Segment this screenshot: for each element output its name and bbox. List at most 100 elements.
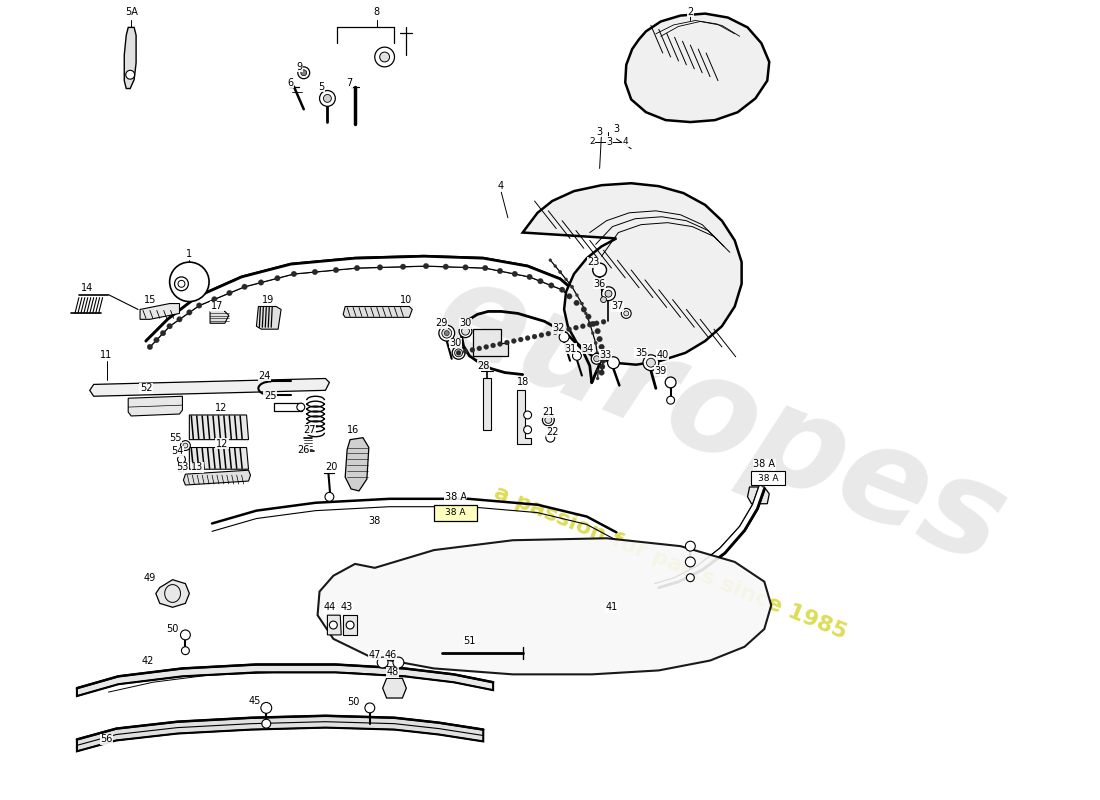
Text: 2: 2 <box>688 6 693 17</box>
Circle shape <box>298 67 310 78</box>
Text: 51: 51 <box>463 636 475 646</box>
Text: 1: 1 <box>186 250 192 259</box>
Circle shape <box>377 657 388 668</box>
Circle shape <box>532 334 537 339</box>
Text: 14: 14 <box>80 282 92 293</box>
Text: 23: 23 <box>587 257 600 267</box>
Circle shape <box>596 369 600 372</box>
Text: 3: 3 <box>606 137 613 147</box>
Text: 7: 7 <box>346 78 352 88</box>
Text: 49: 49 <box>144 573 156 582</box>
Circle shape <box>365 703 375 713</box>
Circle shape <box>147 344 153 350</box>
Circle shape <box>581 306 586 312</box>
Text: 45: 45 <box>249 696 261 706</box>
Circle shape <box>597 336 603 342</box>
Circle shape <box>524 411 531 419</box>
Circle shape <box>581 302 583 305</box>
Circle shape <box>575 294 579 297</box>
Circle shape <box>258 280 264 286</box>
Circle shape <box>512 338 516 343</box>
Text: 5: 5 <box>318 82 324 91</box>
Circle shape <box>463 349 467 354</box>
Circle shape <box>375 47 395 67</box>
Text: 6: 6 <box>288 78 294 88</box>
Polygon shape <box>210 311 229 323</box>
Circle shape <box>319 90 336 106</box>
Polygon shape <box>473 329 508 356</box>
Text: 40: 40 <box>657 350 669 360</box>
Circle shape <box>594 342 597 345</box>
Circle shape <box>470 347 475 352</box>
Circle shape <box>539 333 543 338</box>
Circle shape <box>598 344 604 350</box>
Text: 16: 16 <box>346 425 360 434</box>
Text: 50: 50 <box>346 697 360 707</box>
Circle shape <box>187 310 192 315</box>
Text: a passion for parts since 1985: a passion for parts since 1985 <box>492 482 850 643</box>
Circle shape <box>594 321 600 326</box>
Bar <box>433 505 477 521</box>
Circle shape <box>292 271 297 277</box>
Circle shape <box>177 455 186 463</box>
Circle shape <box>424 263 429 269</box>
Text: 38: 38 <box>368 515 381 526</box>
Circle shape <box>454 349 462 357</box>
Circle shape <box>524 426 531 434</box>
Circle shape <box>621 309 631 318</box>
Text: 8: 8 <box>374 6 379 17</box>
Circle shape <box>546 434 554 442</box>
Circle shape <box>581 324 585 329</box>
Circle shape <box>452 346 465 359</box>
Text: 53: 53 <box>176 462 188 472</box>
Circle shape <box>597 362 601 364</box>
Circle shape <box>571 286 573 288</box>
Circle shape <box>462 327 470 335</box>
Text: 37: 37 <box>612 302 624 311</box>
Circle shape <box>275 275 280 281</box>
Circle shape <box>560 287 565 293</box>
Circle shape <box>588 322 591 325</box>
Circle shape <box>566 326 572 332</box>
Circle shape <box>354 266 360 270</box>
Circle shape <box>584 312 587 315</box>
Text: 26: 26 <box>298 445 310 454</box>
Circle shape <box>329 621 338 629</box>
Circle shape <box>549 258 552 262</box>
Text: 21: 21 <box>542 407 554 417</box>
Circle shape <box>594 342 597 345</box>
Circle shape <box>591 321 596 326</box>
Polygon shape <box>318 538 771 674</box>
Circle shape <box>497 342 503 346</box>
Circle shape <box>211 297 217 302</box>
Text: 30: 30 <box>460 318 472 328</box>
Circle shape <box>542 414 554 426</box>
Polygon shape <box>77 665 493 696</box>
Circle shape <box>459 325 472 338</box>
Circle shape <box>591 332 594 334</box>
Circle shape <box>444 330 449 335</box>
Circle shape <box>178 466 185 472</box>
Text: 13: 13 <box>191 462 204 472</box>
Circle shape <box>647 358 656 367</box>
Circle shape <box>559 332 569 342</box>
Polygon shape <box>77 716 483 751</box>
Text: 25: 25 <box>264 391 276 402</box>
Circle shape <box>442 328 452 338</box>
Circle shape <box>261 702 272 714</box>
Text: 54: 54 <box>172 446 184 457</box>
Text: 27: 27 <box>304 425 316 434</box>
Circle shape <box>591 354 602 364</box>
Circle shape <box>594 356 600 362</box>
Circle shape <box>518 337 524 342</box>
Polygon shape <box>184 470 251 485</box>
Circle shape <box>177 317 183 322</box>
Text: 12: 12 <box>214 403 227 413</box>
Text: 50: 50 <box>166 624 179 634</box>
Circle shape <box>125 70 134 79</box>
Circle shape <box>297 403 305 411</box>
Polygon shape <box>328 615 341 635</box>
Text: 55: 55 <box>169 433 182 442</box>
Circle shape <box>553 330 558 334</box>
Circle shape <box>573 326 579 330</box>
